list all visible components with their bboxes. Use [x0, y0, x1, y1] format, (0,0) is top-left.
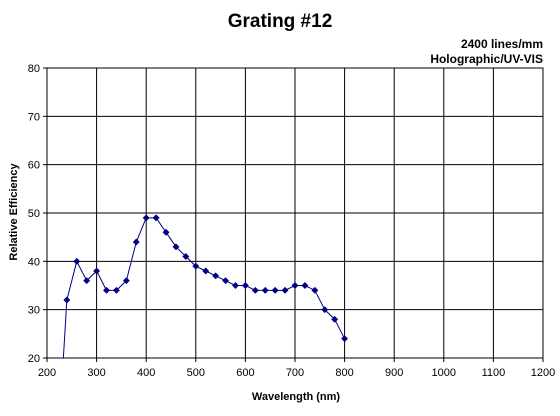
data-point-marker — [311, 286, 319, 294]
data-point-marker — [83, 277, 91, 285]
data-point-marker — [63, 296, 71, 304]
data-point-marker — [241, 281, 249, 290]
data-point-marker — [321, 306, 329, 314]
x-tick-label: 600 — [236, 367, 254, 379]
x-tick-label: 700 — [286, 367, 304, 379]
x-tick-label: 1000 — [432, 367, 456, 379]
data-point-marker — [172, 243, 180, 251]
data-point-marker — [341, 335, 349, 343]
data-point-marker — [291, 281, 299, 290]
data-point-marker — [202, 267, 210, 275]
data-point-marker — [271, 286, 279, 294]
x-tick-label: 1200 — [531, 367, 555, 379]
y-tick-label: 50 — [28, 208, 40, 220]
data-point-marker — [222, 277, 230, 285]
data-point-marker — [73, 257, 81, 265]
data-point-marker — [331, 315, 339, 323]
chart-title: Grating #12 — [228, 11, 333, 32]
y-tick-label: 70 — [28, 111, 40, 123]
y-tick-label: 40 — [28, 256, 40, 268]
tick-labels: 200 300 400 500 600 700 800 900 1000 1100 1200 20 30… — [28, 63, 555, 379]
data-series — [62, 214, 349, 359]
data-point-marker — [192, 262, 200, 270]
x-tick-label: 900 — [385, 367, 403, 379]
grid-lines — [46, 67, 544, 359]
x-tick-label: 300 — [87, 367, 105, 379]
data-point-marker — [93, 267, 101, 275]
x-tick-label: 500 — [187, 367, 205, 379]
data-point-marker — [251, 286, 259, 294]
y-tick-label: 60 — [28, 160, 40, 172]
data-point-marker — [152, 214, 160, 222]
data-point-marker — [102, 286, 111, 294]
x-tick-label: 400 — [137, 367, 155, 379]
data-point-marker — [122, 277, 130, 285]
data-point-marker — [162, 228, 170, 236]
x-tick-label: 200 — [38, 367, 56, 379]
plot-area-border — [46, 67, 544, 359]
x-tick-label: 800 — [335, 367, 353, 379]
y-tick-label: 30 — [28, 305, 40, 317]
x-tick-label: 1100 — [482, 367, 506, 379]
chart-subtitle-line-1: 2400 lines/mm — [461, 37, 543, 51]
data-point-marker — [301, 281, 309, 290]
y-tick-label: 80 — [28, 63, 40, 75]
data-point-marker — [112, 286, 120, 294]
data-point-marker — [281, 286, 289, 294]
y-tick-label: 20 — [28, 353, 40, 365]
data-point-marker — [142, 214, 150, 222]
data-point-marker — [132, 238, 140, 246]
x-axis-label: Wavelength (nm) — [252, 391, 341, 403]
data-point-marker — [261, 286, 269, 294]
y-axis-label: Relative Efficiency — [8, 163, 20, 261]
data-point-marker — [212, 272, 220, 280]
data-point-marker — [182, 252, 190, 261]
chart-subtitle-line-2: Holographic/UV-VIS — [430, 52, 543, 66]
data-point-marker — [231, 281, 240, 290]
